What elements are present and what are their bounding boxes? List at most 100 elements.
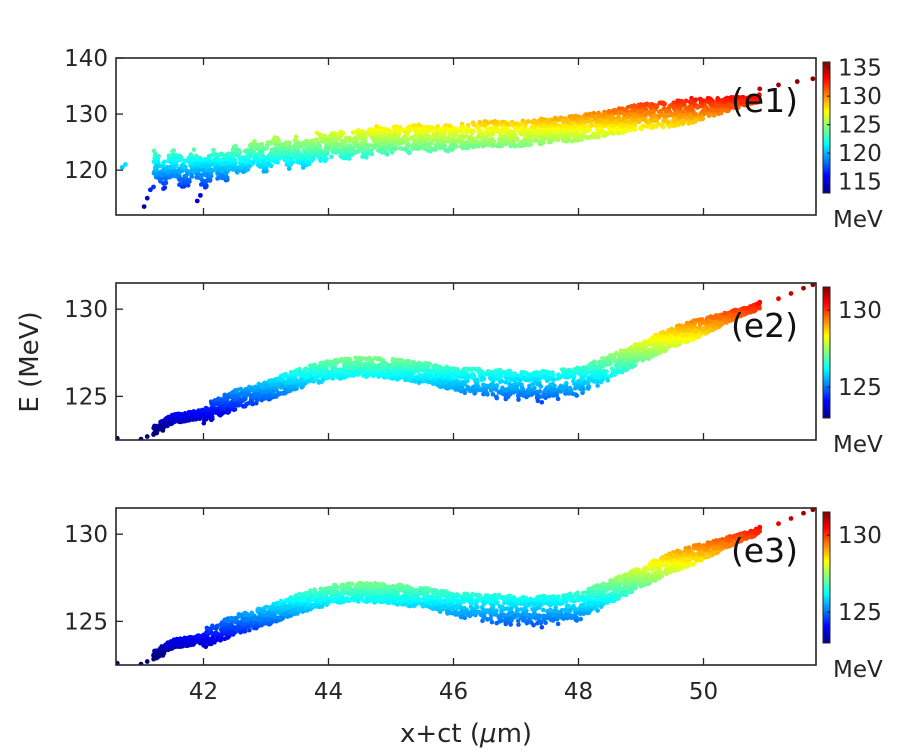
scatter-point: [517, 130, 523, 136]
scatter-point: [197, 192, 203, 198]
scatter-point: [418, 139, 423, 145]
scatter-point: [568, 369, 573, 374]
scatter-point: [516, 397, 521, 402]
scatter-point: [467, 127, 472, 133]
scatter-point: [509, 139, 514, 145]
scatter-point: [324, 145, 330, 150]
scatter-point: [551, 137, 556, 142]
scatter-point: [564, 124, 570, 129]
scatter-point: [665, 108, 671, 114]
scatter-point: [794, 79, 800, 84]
scatter-point: [476, 366, 481, 372]
scatter-point: [363, 155, 369, 160]
scatter-point: [498, 373, 503, 379]
scatter-point: [531, 377, 536, 383]
scatter-point: [314, 130, 320, 136]
scatter-point: [617, 117, 623, 123]
scatter-point: [316, 379, 321, 384]
colorbar-tick-label: 125: [838, 113, 882, 139]
scatter-point: [376, 356, 381, 362]
scatter-point: [187, 179, 192, 184]
scatter-point: [433, 133, 438, 139]
scatter-point: [550, 381, 555, 387]
scatter-point: [711, 112, 716, 118]
scatter-point: [718, 110, 724, 116]
scatter-point: [311, 370, 317, 376]
scatter-point: [413, 133, 419, 138]
scatter-point: [320, 377, 325, 383]
scatter-point: [485, 126, 491, 131]
scatter-point: [720, 103, 725, 109]
scatter-point: [508, 136, 513, 141]
scatter-point: [715, 103, 720, 109]
scatter-point: [313, 152, 319, 158]
scatter-point: [178, 178, 183, 183]
scatter-point: [702, 108, 708, 114]
scatter-point: [294, 134, 299, 140]
scatter-point: [310, 363, 315, 369]
scatter-point: [492, 118, 498, 124]
scatter-point: [152, 165, 158, 170]
scatter-point: [384, 129, 389, 134]
scatter-point: [483, 388, 488, 393]
scatter-point: [483, 119, 489, 125]
scatter-point: [385, 368, 391, 374]
scatter-point: [216, 412, 222, 417]
scatter-point: [605, 378, 611, 383]
scatter-point: [215, 401, 221, 407]
scatter-point: [151, 184, 156, 190]
scatter-point: [313, 137, 319, 143]
scatter-point: [378, 362, 383, 368]
scatter-point: [275, 156, 281, 162]
scatter-point: [488, 139, 493, 145]
scatter-point: [193, 167, 199, 172]
scatter-point: [178, 419, 183, 425]
scatter-point: [332, 148, 338, 154]
scatter-point: [187, 410, 192, 416]
scatter-point: [488, 129, 494, 134]
scatter-point: [504, 120, 509, 126]
scatter-point: [295, 141, 301, 147]
scatter-point: [419, 361, 425, 367]
scatter-point: [653, 117, 659, 122]
scatter-point: [300, 161, 305, 167]
scatter-point: [319, 136, 324, 142]
scatter-point: [247, 164, 252, 169]
scatter-point: [564, 388, 569, 393]
scatter-point: [519, 385, 525, 390]
scatter-point: [632, 114, 638, 120]
scatter-point: [236, 147, 242, 153]
scatter-point: [675, 98, 680, 103]
scatter-point: [460, 145, 465, 151]
scatter-point: [468, 137, 473, 143]
scatter-point: [624, 118, 629, 124]
scatter-point: [593, 132, 598, 137]
scatter-point: [474, 377, 480, 382]
scatter-point: [157, 176, 163, 182]
scatter-point: [409, 374, 415, 379]
scatter-point: [161, 163, 166, 169]
scatter-point: [548, 139, 553, 145]
scatter-point: [525, 119, 531, 124]
scatter-point: [651, 109, 656, 115]
scatter-point: [250, 394, 255, 400]
scatter-point: [272, 159, 277, 164]
y-tick-label: 130: [64, 102, 108, 128]
scatter-point: [225, 161, 231, 166]
scatter-point: [522, 375, 528, 381]
scatter-point: [428, 145, 433, 151]
scatter-point: [203, 417, 209, 422]
scatter-point: [287, 140, 292, 145]
scatter-point: [663, 330, 668, 336]
scatter-point: [204, 178, 209, 184]
scatter-point: [368, 127, 374, 133]
colorbar: [822, 61, 831, 194]
scatter-point: [658, 108, 663, 114]
scatter-point: [617, 110, 623, 116]
scatter-point: [643, 343, 649, 349]
scatter-point: [421, 129, 427, 135]
scatter-point: [600, 356, 605, 361]
scatter-point: [529, 392, 535, 397]
scatter-point: [660, 341, 666, 346]
scatter-point: [556, 389, 562, 394]
